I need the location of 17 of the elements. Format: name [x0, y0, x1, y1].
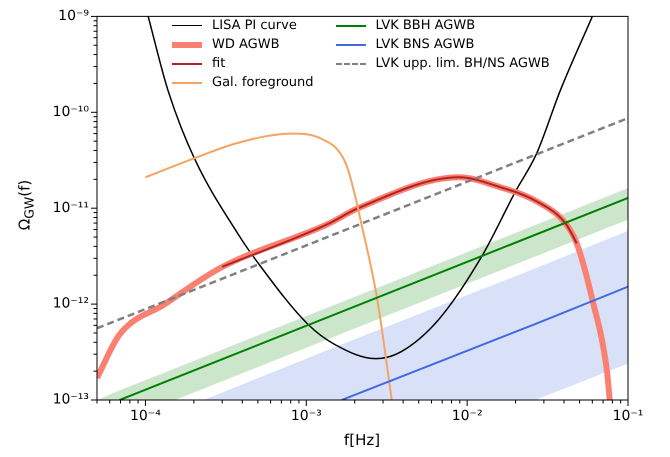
legend-label: LVK BBH AGWB [376, 18, 476, 33]
y-tick-label: 10⁻⁹ [58, 8, 90, 24]
legend-label: Gal. foreground [212, 75, 314, 90]
y-tick-label: 10⁻¹¹ [52, 200, 89, 216]
x-tick-label: 10⁻¹ [612, 408, 644, 424]
x-tick-label: 10⁻³ [290, 408, 322, 424]
legend-label: fit [212, 56, 226, 71]
y-tick-label: 10⁻¹³ [52, 392, 89, 408]
legend-label: LVK BNS AGWB [376, 37, 474, 52]
x-axis-title: f[Hz] [344, 431, 380, 449]
legend-label: LISA PI curve [212, 18, 297, 33]
y-tick-label: 10⁻¹² [52, 296, 89, 312]
legend-label: WD AGWB [212, 37, 280, 52]
x-tick-label: 10⁻⁴ [130, 408, 162, 424]
y-tick-label: 10⁻¹⁰ [52, 104, 90, 120]
x-tick-label: 10⁻² [452, 408, 483, 424]
legend-label: LVK upp. lim. BH/NS AGWB [376, 56, 550, 71]
